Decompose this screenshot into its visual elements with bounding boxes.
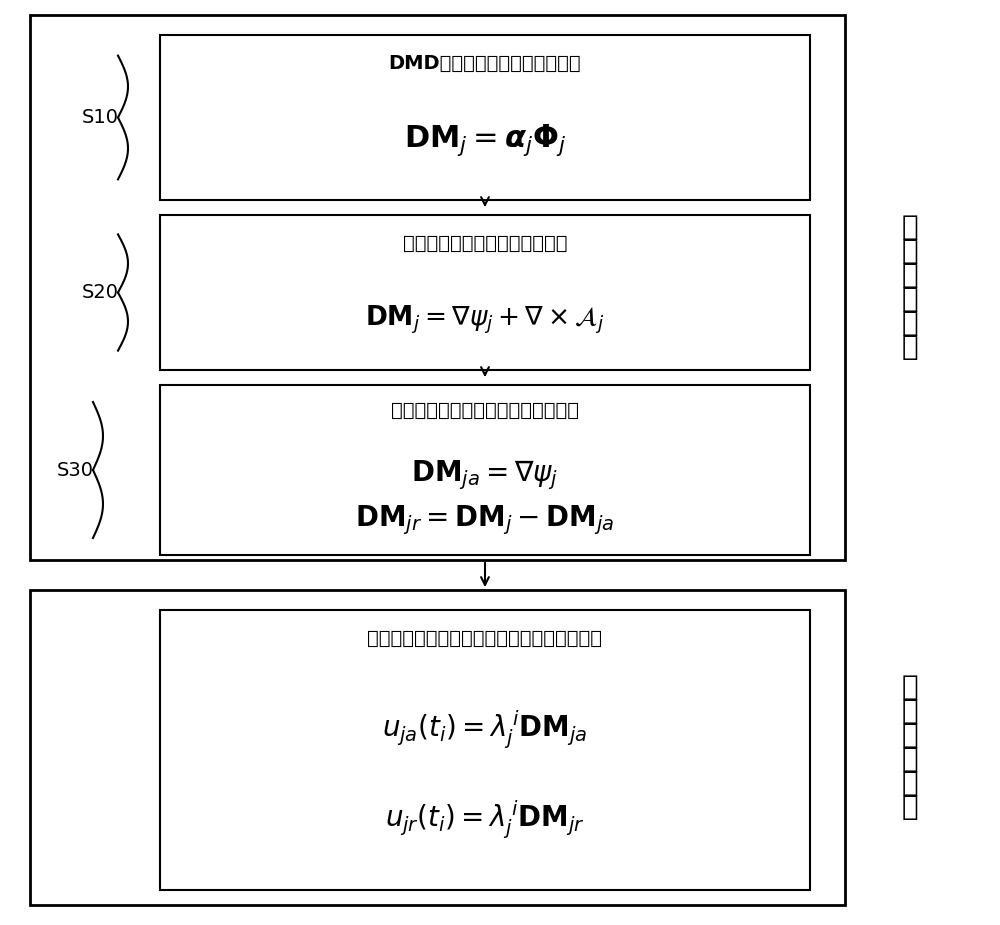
Text: 流: 流 bbox=[902, 673, 918, 701]
Text: S30: S30 bbox=[56, 461, 94, 479]
Text: $\mathbf{DM}_{jr} = \mathbf{DM}_{j} - \mathbf{DM}_{ja}$: $\mathbf{DM}_{jr} = \mathbf{DM}_{j} - \m… bbox=[355, 503, 615, 536]
Text: 声: 声 bbox=[902, 697, 918, 725]
Text: 分: 分 bbox=[902, 310, 918, 338]
Text: $\mathbf{DM}_{j} = \nabla\psi_{j} + \nabla\times\mathcal{A}_{j}$: $\mathbf{DM}_{j} = \nabla\psi_{j} + \nab… bbox=[365, 303, 605, 336]
Bar bbox=[160, 610, 810, 890]
Text: 获得声模态速度及动力学模态速度：: 获得声模态速度及动力学模态速度： bbox=[391, 401, 579, 420]
Text: 预测任一时刻的声模态速度和动力学模态速度: 预测任一时刻的声模态速度和动力学模态速度 bbox=[368, 628, 602, 648]
Text: 态: 态 bbox=[902, 286, 918, 314]
Bar bbox=[160, 35, 810, 200]
Text: 模: 模 bbox=[902, 722, 918, 749]
Text: S10: S10 bbox=[82, 108, 119, 127]
Text: 声: 声 bbox=[902, 238, 918, 265]
Text: $u_{jr}(t_i) = \lambda_j^{\,i}\mathbf{DM}_{jr}$: $u_{jr}(t_i) = \lambda_j^{\,i}\mathbf{DM… bbox=[385, 799, 585, 841]
Text: $\mathbf{DM}_{j} = \boldsymbol{\alpha}_{j}\boldsymbol{\Phi}_{j}$: $\mathbf{DM}_{j} = \boldsymbol{\alpha}_{… bbox=[404, 122, 566, 158]
Text: $u_{ja}(t_i) = \lambda_j^{\,i}\mathbf{DM}_{ja}$: $u_{ja}(t_i) = \lambda_j^{\,i}\mathbf{DM… bbox=[382, 709, 588, 751]
Bar bbox=[30, 590, 845, 905]
Text: 解: 解 bbox=[902, 334, 918, 362]
Bar bbox=[160, 215, 810, 370]
Text: 预: 预 bbox=[902, 770, 918, 797]
Text: 模: 模 bbox=[902, 262, 918, 290]
Text: $\mathbf{DM}_{ja} = \nabla\psi_{j}$: $\mathbf{DM}_{ja} = \nabla\psi_{j}$ bbox=[411, 458, 559, 492]
Bar bbox=[160, 385, 810, 555]
Text: DMD模态分解，得到动态模态：: DMD模态分解，得到动态模态： bbox=[389, 54, 581, 72]
Text: S20: S20 bbox=[82, 283, 119, 302]
Text: 测: 测 bbox=[902, 794, 918, 821]
Text: 对动态模态进行亥姆霍兹分解：: 对动态模态进行亥姆霍兹分解： bbox=[403, 233, 567, 253]
Text: 态: 态 bbox=[902, 746, 918, 773]
Text: 流: 流 bbox=[902, 214, 918, 241]
Bar bbox=[30, 15, 845, 560]
